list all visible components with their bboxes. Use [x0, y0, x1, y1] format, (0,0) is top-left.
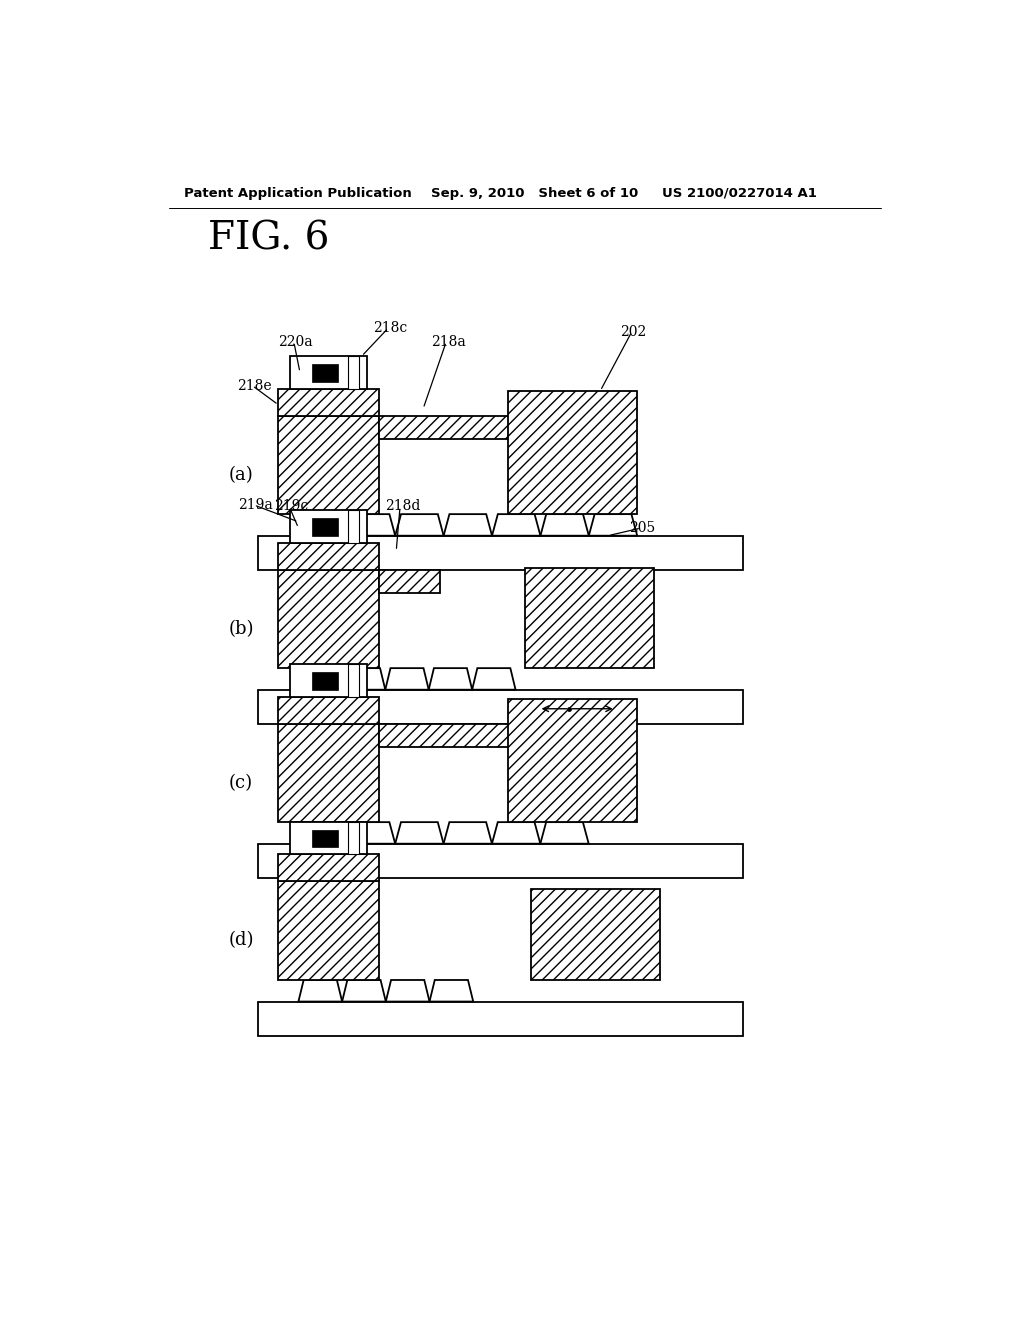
Bar — [279, 416, 379, 515]
Text: (b): (b) — [229, 619, 255, 638]
Polygon shape — [589, 515, 637, 536]
Text: (a): (a) — [229, 466, 254, 483]
Bar — [508, 700, 637, 822]
Polygon shape — [386, 979, 429, 1002]
Text: 220a: 220a — [279, 335, 313, 348]
Text: 218e: 218e — [237, 379, 271, 392]
Text: O: O — [524, 702, 536, 715]
Bar — [379, 570, 440, 593]
Bar — [258, 536, 742, 570]
Bar — [524, 568, 654, 668]
Bar — [279, 570, 379, 668]
Bar — [311, 829, 339, 847]
Polygon shape — [472, 668, 515, 689]
Bar — [311, 364, 339, 381]
Bar — [290, 356, 367, 388]
Bar — [348, 664, 359, 697]
Polygon shape — [298, 668, 342, 689]
Text: Sep. 9, 2010   Sheet 6 of 10: Sep. 9, 2010 Sheet 6 of 10 — [431, 186, 638, 199]
Bar — [379, 723, 521, 747]
Bar — [311, 517, 339, 536]
Text: (c): (c) — [229, 774, 253, 792]
Polygon shape — [342, 668, 385, 689]
Bar — [531, 890, 660, 979]
Polygon shape — [298, 515, 347, 536]
Polygon shape — [443, 822, 492, 843]
Text: P: P — [621, 702, 630, 715]
Text: 219a: 219a — [239, 498, 273, 512]
Text: 219c: 219c — [273, 499, 308, 513]
Text: FIG. 6: FIG. 6 — [208, 220, 329, 257]
Polygon shape — [541, 822, 589, 843]
Text: US 2100/0227014 A1: US 2100/0227014 A1 — [662, 186, 817, 199]
Bar — [279, 854, 379, 882]
Polygon shape — [492, 515, 541, 536]
Text: 218c: 218c — [373, 321, 408, 335]
Polygon shape — [342, 979, 386, 1002]
Text: Patent Application Publication: Patent Application Publication — [184, 186, 413, 199]
Polygon shape — [429, 979, 473, 1002]
Polygon shape — [385, 668, 429, 689]
Bar — [258, 1002, 742, 1036]
Bar — [348, 511, 359, 543]
Polygon shape — [298, 979, 342, 1002]
Bar — [379, 416, 509, 438]
Polygon shape — [395, 822, 443, 843]
Bar — [279, 723, 379, 822]
Bar — [258, 690, 742, 725]
Text: (d): (d) — [229, 932, 255, 949]
Polygon shape — [443, 515, 492, 536]
Text: 205: 205 — [630, 521, 655, 535]
Bar — [279, 882, 379, 979]
Text: 218a: 218a — [431, 335, 466, 348]
Polygon shape — [347, 822, 395, 843]
Bar — [279, 543, 379, 570]
Polygon shape — [429, 668, 472, 689]
Bar — [348, 822, 359, 854]
Polygon shape — [492, 822, 541, 843]
Bar — [508, 391, 637, 515]
Polygon shape — [347, 515, 395, 536]
Bar — [279, 388, 379, 416]
Text: 218d: 218d — [385, 499, 420, 513]
Bar — [290, 664, 367, 697]
Bar — [279, 697, 379, 723]
Polygon shape — [541, 515, 589, 536]
Bar — [290, 822, 367, 854]
Bar — [348, 356, 359, 388]
Polygon shape — [395, 515, 443, 536]
Polygon shape — [298, 822, 347, 843]
Text: 202: 202 — [621, 325, 646, 339]
Bar — [258, 843, 742, 878]
Bar — [290, 511, 367, 543]
Bar — [311, 672, 339, 689]
